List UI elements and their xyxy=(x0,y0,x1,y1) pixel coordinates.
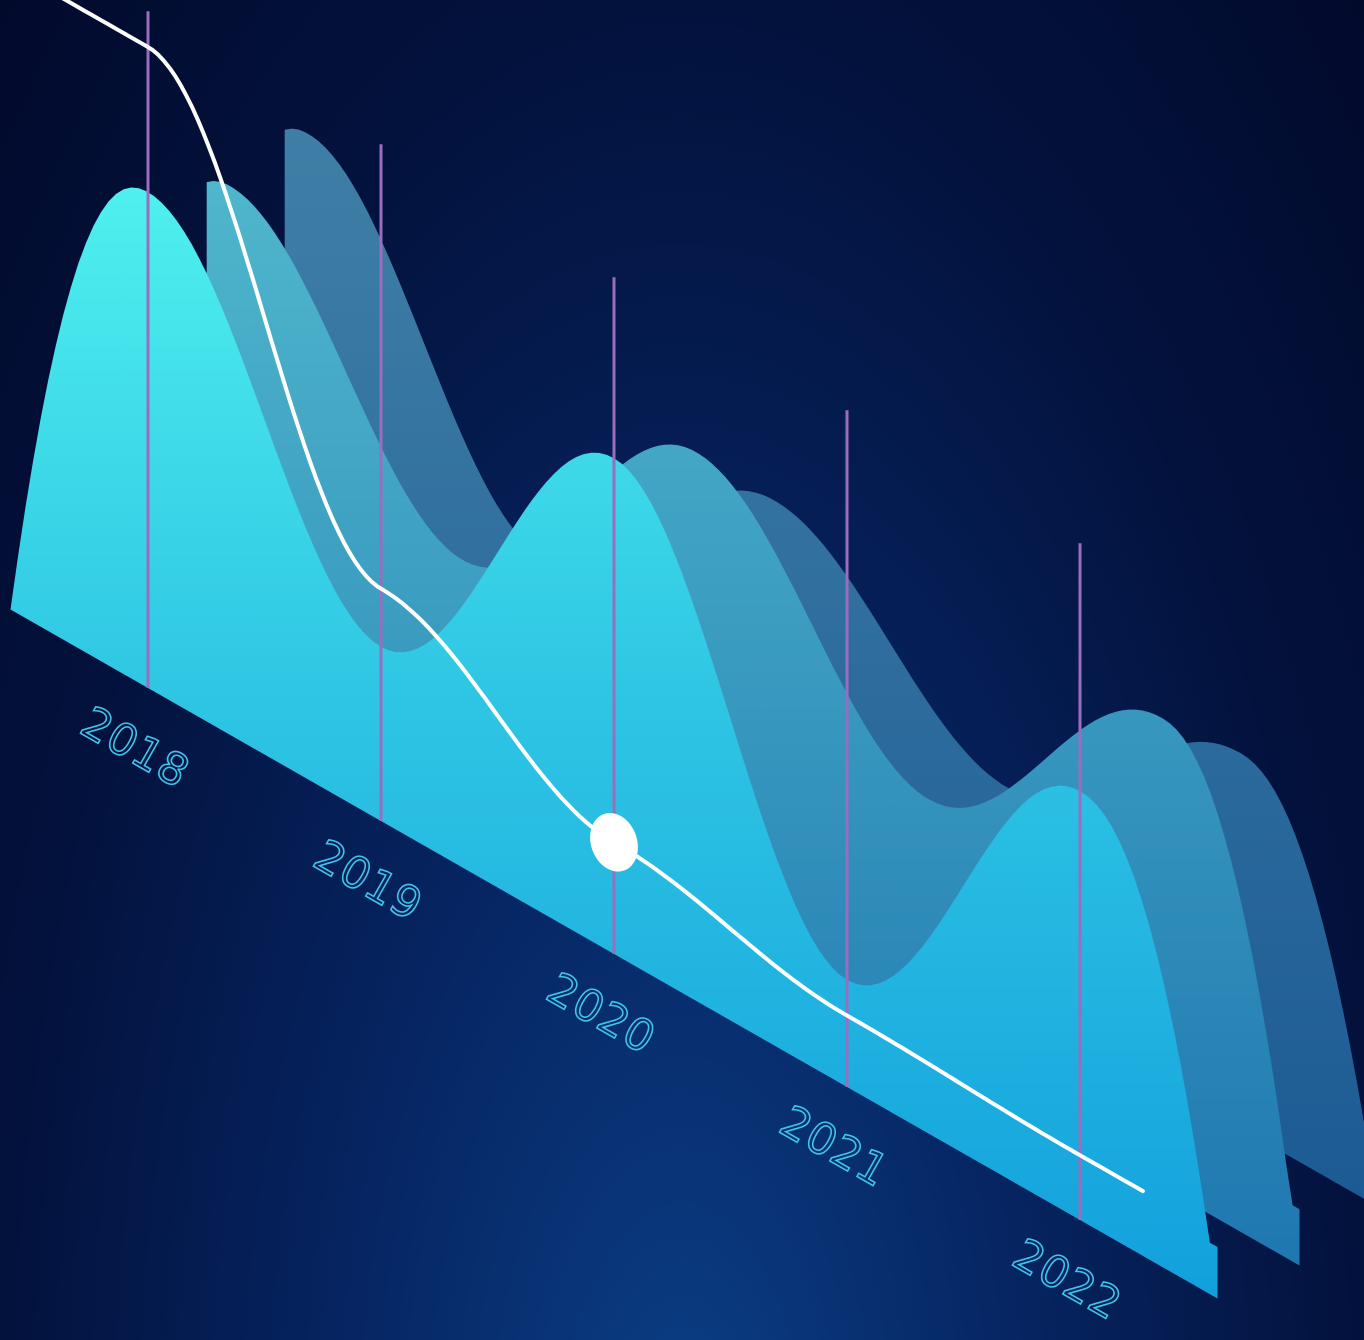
trend-layer xyxy=(61,0,1145,1194)
tick-label-2019: 2019 xyxy=(305,830,431,932)
trend-highlight-point xyxy=(590,813,638,872)
tick-label-2021: 2021 xyxy=(771,1096,897,1198)
tick-label-2020: 2020 xyxy=(538,963,664,1065)
trend-line xyxy=(61,0,1145,1194)
tick-label-2018: 2018 xyxy=(72,697,198,799)
tick-label-2022: 2022 xyxy=(1004,1229,1130,1331)
series-layer xyxy=(10,128,1364,1299)
